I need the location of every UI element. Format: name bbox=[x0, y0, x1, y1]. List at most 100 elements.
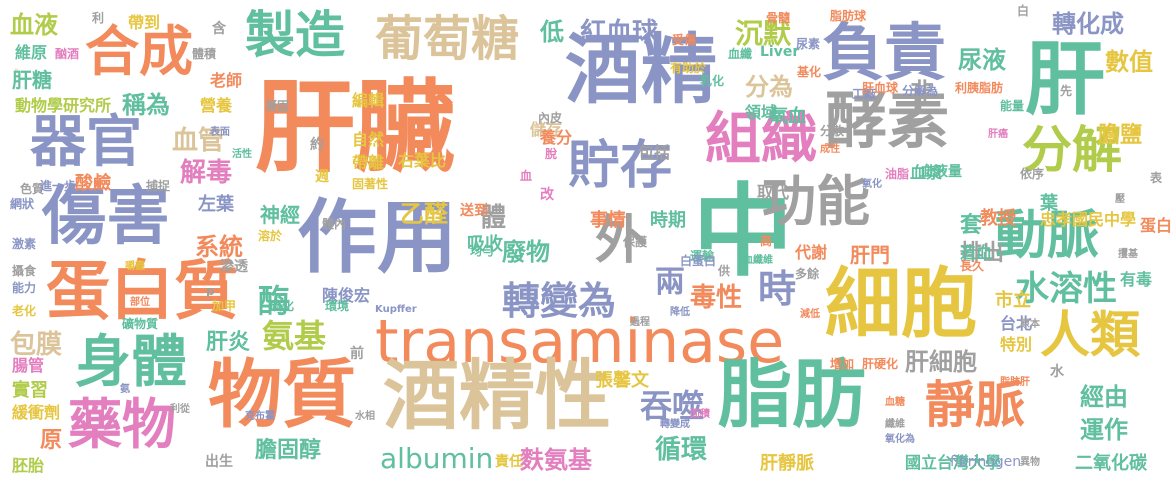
cloud-word: 忠孝國民中學 bbox=[1040, 210, 1137, 229]
cloud-word: 毒性 bbox=[690, 283, 743, 313]
cloud-word: 捕捉 bbox=[146, 179, 171, 193]
cloud-word: 固著性 bbox=[352, 177, 389, 191]
cloud-word: 轉變為 bbox=[502, 279, 617, 323]
cloud-word: 硫化 bbox=[270, 299, 295, 313]
cloud-word: 工廠 bbox=[852, 87, 877, 101]
cloud-word: 國立台灣大學 bbox=[905, 453, 1002, 472]
cloud-word: 利從 bbox=[170, 404, 190, 415]
cloud-word: 血液量 bbox=[920, 164, 962, 180]
cloud-word: 沉默 bbox=[735, 17, 792, 50]
cloud-word: 市立 bbox=[995, 290, 1031, 311]
cloud-word: 加甲 bbox=[212, 299, 237, 313]
cloud-word: 水 bbox=[1050, 364, 1064, 380]
cloud-word: 物質 bbox=[208, 352, 356, 438]
cloud-word: 攝食 bbox=[12, 264, 37, 278]
cloud-word: 傷害 bbox=[42, 180, 170, 254]
cloud-word: 腸管 bbox=[12, 356, 45, 375]
cloud-word: 廢物 bbox=[502, 238, 550, 266]
cloud-word: 教授 bbox=[980, 208, 1016, 229]
cloud-word: 依序 bbox=[1020, 167, 1045, 181]
cloud-word: 低 bbox=[540, 18, 564, 46]
cloud-word: 利 bbox=[92, 11, 105, 25]
cloud-word: 壓 bbox=[1115, 194, 1125, 205]
cloud-word: 肝硬化 bbox=[862, 357, 899, 371]
cloud-word: 酒精性 bbox=[383, 351, 611, 440]
cloud-word: 肝癌 bbox=[988, 129, 1008, 140]
cloud-word: 前 bbox=[350, 346, 364, 362]
cloud-word: 脂肪肝 bbox=[1000, 377, 1030, 388]
cloud-word: 儲存 bbox=[530, 120, 563, 139]
cloud-word: 時期 bbox=[650, 210, 686, 231]
cloud-word: 葡萄糖 bbox=[375, 11, 520, 67]
cloud-word: 稱為 bbox=[122, 91, 170, 119]
cloud-word: 系統 bbox=[195, 233, 243, 261]
cloud-word: 身體 bbox=[75, 330, 187, 395]
cloud-word: 蛋白 bbox=[1140, 216, 1173, 235]
cloud-word: 肝臟 bbox=[255, 69, 455, 186]
cloud-word: 酗酒 bbox=[55, 47, 80, 61]
cloud-word: 陳俊宏 bbox=[322, 286, 371, 305]
cloud-word: 部位 bbox=[130, 297, 150, 308]
cloud-word: 網狀 bbox=[10, 197, 35, 211]
cloud-word: 葉 bbox=[1040, 193, 1058, 214]
cloud-word: 輸送到 bbox=[15, 70, 18, 71]
cloud-word: 激素 bbox=[12, 237, 37, 251]
cloud-word: 尿素 bbox=[796, 37, 821, 51]
cloud-word: 增加 bbox=[830, 357, 855, 371]
cloud-word: 靜脈 bbox=[925, 376, 1025, 434]
cloud-word: albumin bbox=[380, 442, 494, 475]
cloud-word: 降低 bbox=[670, 307, 690, 318]
cloud-word: 器官 bbox=[30, 110, 142, 175]
cloud-word: 肝 bbox=[1025, 33, 1105, 126]
cloud-word: 營養 bbox=[200, 96, 233, 115]
cloud-word: 二氧化碳 bbox=[1075, 453, 1147, 474]
cloud-word: 溶於 bbox=[258, 229, 283, 243]
cloud-word: 肝細胞 bbox=[905, 348, 977, 376]
cloud-word: 成性 bbox=[820, 144, 840, 155]
cloud-word: 張馨文 bbox=[595, 370, 649, 391]
cloud-word: 異物 bbox=[1020, 457, 1040, 468]
cloud-word: 供 bbox=[718, 264, 731, 278]
cloud-word: 表面 bbox=[210, 127, 230, 138]
cloud-word: 改 bbox=[540, 187, 554, 203]
cloud-word: 有毒 bbox=[1120, 270, 1153, 289]
cloud-word: 非 bbox=[910, 78, 934, 106]
cloud-word: 時 bbox=[758, 267, 797, 311]
cloud-word: 長久 bbox=[960, 259, 985, 273]
cloud-word: 自然 bbox=[352, 130, 385, 149]
cloud-word: 體內 bbox=[322, 217, 347, 231]
cloud-word: 能力 bbox=[12, 281, 37, 295]
cloud-word: 含 bbox=[212, 21, 226, 37]
cloud-word: 出生 bbox=[205, 454, 233, 470]
cloud-word: 送到 bbox=[460, 203, 488, 219]
cloud-word: 水相 bbox=[355, 411, 375, 422]
cloud-word: 利胰脂肪 bbox=[955, 81, 1004, 95]
cloud-word: 凝固 bbox=[265, 99, 290, 113]
cloud-word: 台北 bbox=[1000, 314, 1033, 333]
cloud-word: 有助於 bbox=[670, 61, 707, 75]
cloud-word: 水溶性 bbox=[1015, 269, 1117, 309]
cloud-word: 血液 bbox=[10, 11, 58, 39]
cloud-word: 肝血球 bbox=[862, 81, 899, 95]
cloud-word: 兩 bbox=[655, 265, 685, 300]
cloud-word: 帶離 bbox=[352, 153, 385, 172]
cloud-word: 脂肪 bbox=[718, 352, 866, 438]
cloud-word: 氧血 bbox=[770, 106, 806, 127]
cloud-word: 組織 bbox=[705, 107, 817, 172]
cloud-word: 轉化成 bbox=[1052, 10, 1124, 38]
cloud-word: 血 bbox=[520, 169, 533, 183]
cloud-word: 約 bbox=[310, 137, 324, 153]
cloud-word: 肝炎 bbox=[206, 330, 251, 355]
cloud-word: 循環 bbox=[655, 435, 708, 465]
cloud-word: 動物學研究所 bbox=[15, 96, 112, 115]
cloud-word: 特別 bbox=[1000, 335, 1033, 354]
cloud-word: 保護 bbox=[623, 235, 648, 249]
cloud-word: 環境 bbox=[325, 299, 350, 313]
cloud-word: 造血 bbox=[960, 243, 993, 262]
cloud-word: 養分 bbox=[540, 128, 573, 147]
cloud-word: 神經 bbox=[260, 203, 300, 227]
cloud-word: 包括 bbox=[638, 143, 671, 162]
cloud-word: 藥物 bbox=[68, 393, 176, 456]
cloud-word: 均勻 bbox=[470, 244, 495, 258]
cloud-word: 能量 bbox=[1000, 99, 1025, 113]
